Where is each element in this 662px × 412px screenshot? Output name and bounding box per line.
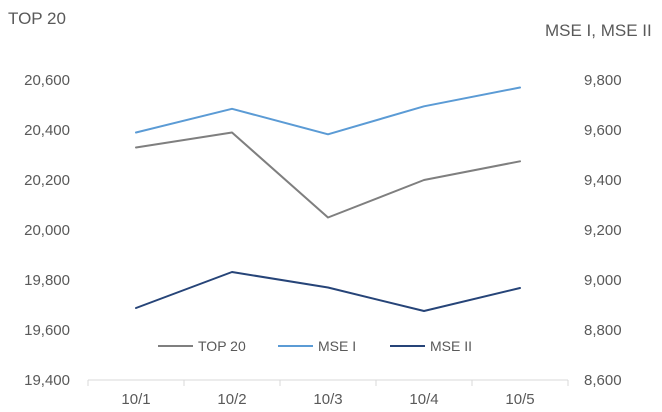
x-tick-label: 10/4 xyxy=(409,391,438,408)
left-tick-label: 19,400 xyxy=(24,372,70,389)
right-tick-label: 9,000 xyxy=(584,272,622,289)
left-axis-title: TOP 20 xyxy=(8,9,66,28)
x-tick-label: 10/2 xyxy=(217,391,246,408)
left-tick-label: 20,000 xyxy=(24,222,70,239)
legend-label: MSE II xyxy=(430,338,472,354)
series-line-mse-ii xyxy=(135,271,521,312)
left-tick-label: 19,600 xyxy=(24,322,70,339)
left-tick-label: 20,600 xyxy=(24,72,70,89)
legend-label: TOP 20 xyxy=(198,338,246,354)
right-tick-label: 9,600 xyxy=(584,122,622,139)
x-tick-label: 10/5 xyxy=(505,391,534,408)
legend-label: MSE I xyxy=(318,338,356,354)
legend: TOP 20 MSE I MSE II xyxy=(158,338,472,354)
left-axis-ticks: 19,400 19,600 19,800 20,000 20,200 20,400 20,6… xyxy=(24,72,70,389)
right-tick-label: 8,800 xyxy=(584,322,622,339)
x-tick-label: 10/1 xyxy=(121,391,150,408)
right-axis-ticks: 8,600 8,800 9,000 9,200 9,400 9,600 9,800 xyxy=(584,72,622,389)
right-tick-label: 9,400 xyxy=(584,172,622,189)
series-lines xyxy=(135,86,521,312)
x-axis-tickmarks xyxy=(87,380,569,386)
left-tick-label: 20,400 xyxy=(24,122,70,139)
right-tick-label: 8,600 xyxy=(584,372,622,389)
right-tick-label: 9,200 xyxy=(584,222,622,239)
right-tick-label: 9,800 xyxy=(584,72,622,89)
left-tick-label: 20,200 xyxy=(24,172,70,189)
left-tick-label: 19,800 xyxy=(24,272,70,289)
x-tick-label: 10/3 xyxy=(313,391,342,408)
series-line-top-20 xyxy=(135,131,521,219)
x-axis-labels: 10/1 10/2 10/3 10/4 10/5 xyxy=(121,391,534,408)
series-line-mse-i xyxy=(135,86,521,136)
right-axis-title: MSE I, MSE II xyxy=(545,21,652,40)
